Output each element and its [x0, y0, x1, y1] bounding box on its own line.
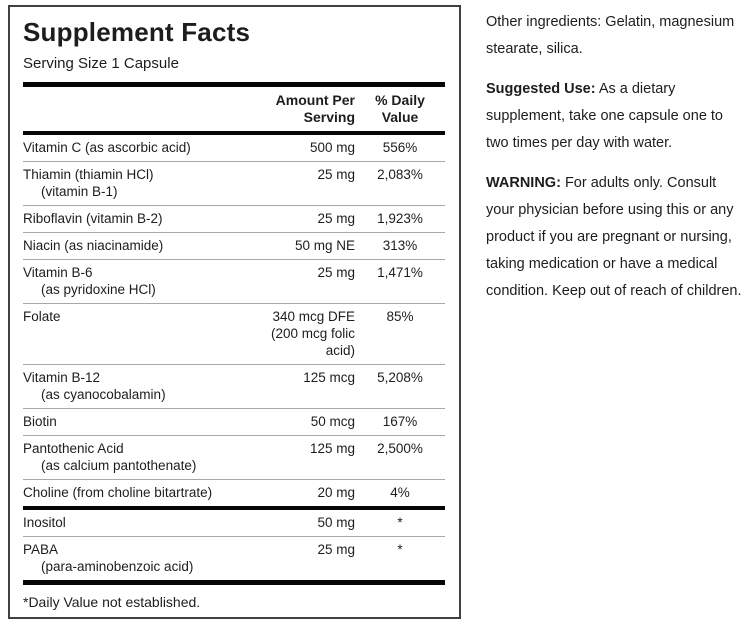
nutrient-daily-value: 5,208%	[377, 370, 423, 385]
suggested-use-text: As a dietary supplement, take one capsul…	[486, 81, 723, 151]
nutrient-name: Biotin	[23, 414, 57, 429]
nutrient-daily-value: 556%	[382, 140, 418, 155]
nutrient-name: Choline (from choline bitartrate)	[23, 485, 213, 500]
warning-label: WARNING:	[486, 175, 561, 191]
nutrient-daily-value: 2,500%	[377, 441, 423, 456]
nutrient-amount: 125 mg	[309, 441, 355, 456]
nutrient-daily-value: *	[397, 542, 403, 557]
nutrient-daily-value: 1,923%	[377, 211, 423, 226]
nutrient-name: Thiamin (thiamin HCl)	[23, 167, 154, 182]
nutrient-name: Pantothenic Acid	[23, 441, 124, 456]
warning-paragraph: WARNING: For adults only. Consult your p…	[486, 170, 748, 305]
serving-size: Serving Size 1 Capsule	[23, 55, 179, 72]
panel-title: Supplement Facts	[23, 17, 251, 47]
table-row: Thiamin (thiamin HCl) (vitamin B-1) 25 mg…	[23, 161, 445, 205]
table-row: Vitamin B-12 (as cyanocobalamin) 125 mcg …	[23, 364, 445, 408]
nutrient-daily-value: 167%	[382, 414, 418, 429]
nutrient-amount: 50 mg	[317, 515, 355, 530]
column-header-daily-value: % Daily Value	[375, 92, 425, 125]
table-row: Vitamin C (as ascorbic acid) 500 mg 556%	[23, 135, 445, 161]
nutrient-name: Riboflavin (vitamin B-2)	[23, 211, 163, 226]
table-divider-thick-under-header	[23, 131, 445, 135]
nutrient-amount: 340 mcg DFE (200 mcg folic acid)	[270, 309, 355, 358]
nutrient-name: Vitamin C (as ascorbic acid)	[23, 140, 191, 155]
table-divider-thick-mid	[23, 506, 445, 510]
nutrient-daily-value: 313%	[382, 238, 418, 253]
table-row: Inositol 50 mg *	[23, 510, 445, 536]
table-divider-thick-top	[23, 82, 445, 87]
other-ingredients-text: Other ingredients: Gelatin, magnesium st…	[486, 14, 735, 57]
table-row: Choline (from choline bitartrate) 20 mg …	[23, 479, 445, 506]
nutrient-amount: 50 mcg	[310, 414, 355, 429]
table-row: Biotin 50 mcg 167%	[23, 408, 445, 435]
table-row: Niacin (as niacinamide) 50 mg NE 313%	[23, 232, 445, 259]
nutrient-daily-value: 4%	[390, 485, 410, 500]
supplement-facts-panel: Supplement Facts Serving Size 1 Capsule …	[8, 5, 461, 619]
table-header-row: Amount Per Serving % Daily Value	[23, 87, 445, 131]
nutrient-subname: (as pyridoxine HCl)	[41, 282, 156, 297]
table-row: Riboflavin (vitamin B-2) 25 mg 1,923%	[23, 205, 445, 232]
table-row: Folate 340 mcg DFE (200 mcg folic acid) …	[23, 303, 445, 364]
nutrient-amount: 500 mg	[309, 140, 355, 155]
side-text-column: Other ingredients: Gelatin, magnesium st…	[486, 9, 748, 318]
nutrient-subname: (as calcium pantothenate)	[41, 458, 197, 473]
nutrient-daily-value: 85%	[386, 309, 414, 324]
warning-text: For adults only. Consult your physician …	[486, 175, 742, 299]
nutrient-name: Folate	[23, 309, 61, 324]
nutrient-name: PABA	[23, 542, 59, 557]
nutrient-amount: 50 mg NE	[294, 238, 355, 253]
suggested-use-paragraph: Suggested Use: As a dietary supplement, …	[486, 76, 748, 157]
table-row: Vitamin B-6 (as pyridoxine HCl) 25 mg 1,4…	[23, 259, 445, 303]
nutrient-name: Inositol	[23, 515, 66, 530]
nutrient-amount: 25 mg	[317, 265, 355, 280]
suggested-use-label: Suggested Use:	[486, 81, 596, 97]
nutrient-amount: 25 mg	[317, 211, 355, 226]
table-row: Pantothenic Acid (as calcium pantothenate…	[23, 435, 445, 479]
nutrient-daily-value: 1,471%	[377, 265, 423, 280]
table-row: PABA (para-aminobenzoic acid) 25 mg *	[23, 536, 445, 580]
daily-value-footnote: *Daily Value not established.	[23, 594, 201, 610]
nutrient-subname: (vitamin B-1)	[41, 184, 118, 199]
nutrient-name: Niacin (as niacinamide)	[23, 238, 164, 253]
nutrient-rows: Vitamin C (as ascorbic acid) 500 mg 556%…	[23, 135, 445, 506]
nutrient-name: Vitamin B-6	[23, 265, 93, 280]
nutrient-name: Vitamin B-12	[23, 370, 101, 385]
other-ingredients-paragraph: Other ingredients: Gelatin, magnesium st…	[486, 9, 748, 63]
nutrient-subname: (para-aminobenzoic acid)	[41, 559, 194, 574]
nutrient-subname: (as cyanocobalamin)	[41, 387, 166, 402]
nutrient-amount: 20 mg	[317, 485, 355, 500]
no-daily-value-rows: Inositol 50 mg * PABA (para-aminobenzoic …	[23, 510, 445, 580]
column-header-amount: Amount Per Serving	[275, 92, 355, 125]
nutrient-amount: 25 mg	[317, 167, 355, 182]
nutrient-daily-value: *	[397, 515, 403, 530]
nutrient-amount: 125 mcg	[303, 370, 355, 385]
nutrient-daily-value: 2,083%	[377, 167, 423, 182]
table-divider-thick-bottom	[23, 580, 445, 585]
nutrient-amount: 25 mg	[317, 542, 355, 557]
